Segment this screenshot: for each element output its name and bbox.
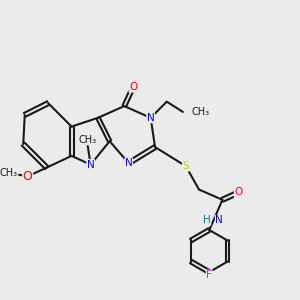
Text: CH₃: CH₃ bbox=[79, 135, 97, 145]
Text: N: N bbox=[125, 158, 133, 168]
Text: O: O bbox=[129, 82, 137, 92]
Text: N: N bbox=[215, 215, 223, 225]
Text: CH₃: CH₃ bbox=[192, 107, 210, 117]
Text: N: N bbox=[147, 113, 154, 123]
Text: S: S bbox=[182, 161, 189, 171]
Text: O: O bbox=[23, 170, 33, 183]
Text: O: O bbox=[234, 188, 243, 197]
Text: CH₃: CH₃ bbox=[0, 168, 18, 178]
Text: H: H bbox=[203, 215, 211, 225]
Text: N: N bbox=[87, 160, 94, 170]
Text: F: F bbox=[206, 270, 212, 280]
